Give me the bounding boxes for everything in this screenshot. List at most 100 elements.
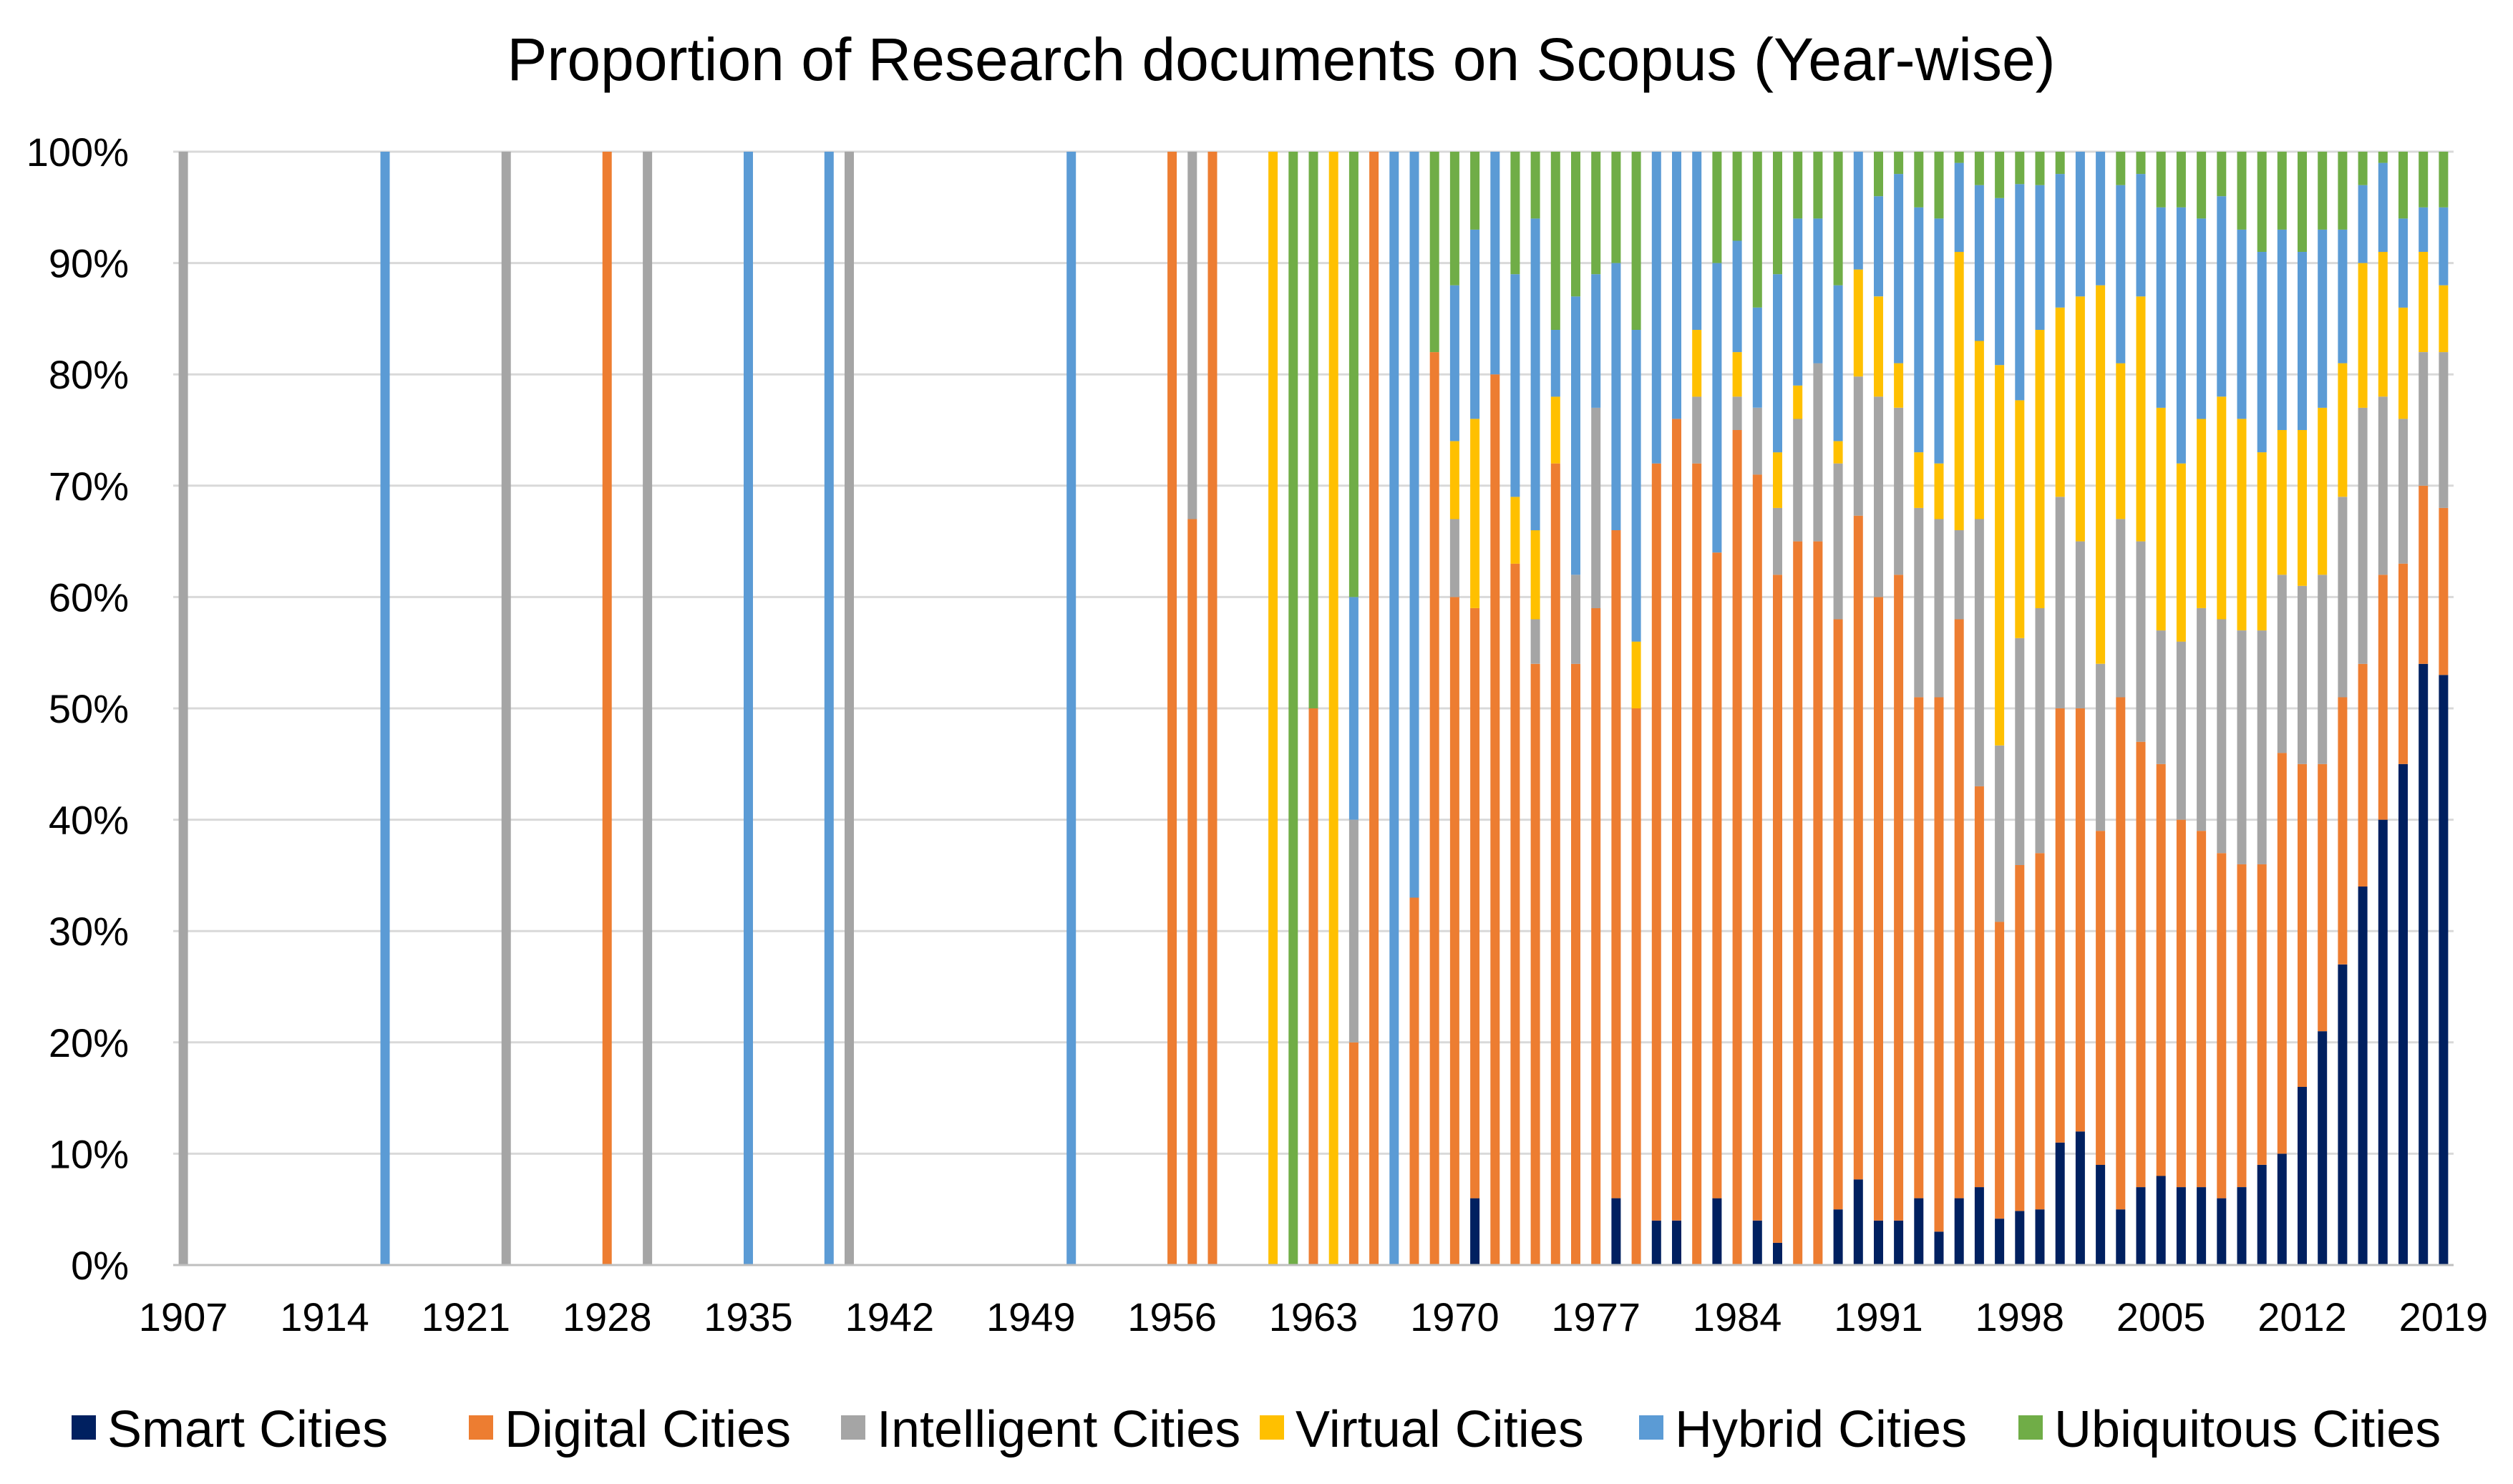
bar-segment-intelligent-cities <box>2358 407 2368 664</box>
x-tick-label: 1977 <box>1551 1294 1641 1339</box>
bar-segment-smart-cities <box>2055 1142 2065 1265</box>
bar-segment-smart-cities <box>2318 1031 2328 1265</box>
bar-segment-hybrid-cities <box>2419 207 2429 252</box>
bar-segment-virtual-cities <box>2075 296 2085 542</box>
bar-segment-virtual-cities <box>2176 463 2186 642</box>
bar-segment-intelligent-cities <box>2338 497 2348 698</box>
bar-segment-virtual-cities <box>1853 269 1863 377</box>
bar-segment-intelligent-cities <box>845 152 854 1265</box>
bar-segment-ubiquitous-cities <box>2298 152 2307 252</box>
x-tick-label: 2012 <box>2257 1294 2347 1339</box>
bar-segment-smart-cities <box>2378 819 2388 1265</box>
legend-label: Hybrid Cities <box>1675 1401 1967 1458</box>
bar-segment-hybrid-cities <box>2338 229 2348 363</box>
bar-segment-smart-cities <box>2116 1209 2126 1265</box>
bar-segment-hybrid-cities <box>744 152 753 1265</box>
y-tick-label: 0% <box>71 1243 129 1288</box>
bar-segment-intelligent-cities <box>2257 630 2267 864</box>
bar-segment-intelligent-cities <box>1348 819 1358 1043</box>
bar-segment-virtual-cities <box>1732 352 1742 397</box>
bar-segment-smart-cities <box>2237 1187 2247 1265</box>
bar-segment-ubiquitous-cities <box>1813 152 1823 219</box>
bar-segment-digital-cities <box>2156 763 2166 1176</box>
bar-segment-virtual-cities <box>2096 285 2106 664</box>
bar-segment-smart-cities <box>2358 887 2368 1265</box>
bar-segment-digital-cities <box>2075 708 2085 1132</box>
bar-segment-smart-cities <box>1914 1198 1924 1265</box>
y-tick-label: 70% <box>49 464 129 509</box>
bar-segment-digital-cities <box>2096 831 2106 1165</box>
bar-segment-hybrid-cities <box>2358 185 2368 263</box>
bar-segment-ubiquitous-cities <box>1510 152 1520 275</box>
bar-segment-intelligent-cities <box>1530 619 1540 664</box>
y-tick-label: 40% <box>49 798 129 843</box>
bar-segment-ubiquitous-cities <box>1995 152 2005 198</box>
bar-segment-hybrid-cities <box>1773 274 1782 453</box>
bar-segment-ubiquitous-cities <box>1288 152 1298 1265</box>
bar-segment-hybrid-cities <box>1530 218 1540 531</box>
x-tick-label: 1914 <box>280 1294 369 1339</box>
bar-segment-digital-cities <box>2136 741 2146 1188</box>
bar-segment-digital-cities <box>1308 708 1318 1265</box>
bar-segment-hybrid-cities <box>1874 196 1883 297</box>
bar-segment-hybrid-cities <box>1995 197 2005 366</box>
bar-segment-intelligent-cities <box>2419 352 2429 486</box>
bar-segment-virtual-cities <box>2378 252 2388 397</box>
bar-segment-hybrid-cities <box>1732 240 1742 353</box>
bar-segment-digital-cities <box>2358 663 2368 887</box>
bar-segment-ubiquitous-cities <box>2338 152 2348 230</box>
bar-segment-digital-cities <box>1449 597 1459 1265</box>
bar-segment-smart-cities <box>1712 1198 1722 1265</box>
bar-segment-hybrid-cities <box>2398 218 2408 308</box>
x-tick-label: 1921 <box>422 1294 511 1339</box>
bar-segment-hybrid-cities <box>1510 274 1520 497</box>
bar-segment-hybrid-cities <box>2277 229 2287 430</box>
bar-segment-digital-cities <box>2398 563 2408 764</box>
bar-segment-intelligent-cities <box>1995 745 2005 922</box>
bar-segment-virtual-cities <box>1995 365 2005 746</box>
bar-segment-intelligent-cities <box>1914 507 1924 698</box>
bar-segment-digital-cities <box>2298 763 2307 1087</box>
bar-segment-hybrid-cities <box>1490 152 1500 375</box>
bar-segment-virtual-cities <box>2197 419 2207 608</box>
bar-segment-intelligent-cities <box>1692 396 1702 464</box>
bar-segment-hybrid-cities <box>2257 252 2267 453</box>
bar-segment-digital-cities <box>1894 575 1904 1221</box>
x-tick-label: 1935 <box>704 1294 793 1339</box>
bar-segment-smart-cities <box>1853 1179 1863 1265</box>
bar-segment-virtual-cities <box>1692 330 1702 397</box>
legend-swatch <box>72 1415 96 1440</box>
bar-segment-virtual-cities <box>2217 396 2227 620</box>
bar-segment-ubiquitous-cities <box>1591 152 1601 275</box>
bar-segment-ubiquitous-cities <box>1571 152 1580 297</box>
bar-segment-virtual-cities <box>2136 296 2146 542</box>
bar-segment-hybrid-cities <box>824 152 834 1265</box>
bar-segment-digital-cities <box>1672 419 1681 1221</box>
bar-segment-digital-cities <box>1490 374 1500 1266</box>
bar-segment-ubiquitous-cities <box>1833 152 1843 285</box>
bar-segment-hybrid-cities <box>1974 185 1984 341</box>
bar-segment-intelligent-cities <box>1874 396 1883 597</box>
bar-segment-smart-cities <box>1752 1220 1762 1265</box>
bar-segment-intelligent-cities <box>1833 463 1843 620</box>
bar-segment-smart-cities <box>2257 1165 2267 1265</box>
bar-segment-intelligent-cities <box>2298 585 2307 764</box>
bar-segment-ubiquitous-cities <box>1611 152 1621 263</box>
bar-segment-ubiquitous-cities <box>1429 152 1439 353</box>
bar-segment-virtual-cities <box>1974 341 1984 519</box>
bar-segment-digital-cities <box>1874 597 1883 1221</box>
legend-swatch <box>841 1415 865 1440</box>
bar-segment-hybrid-cities <box>2136 174 2146 297</box>
x-tick-label: 1956 <box>1127 1294 1217 1339</box>
bar-segment-hybrid-cities <box>1853 152 1863 270</box>
bar-segment-digital-cities <box>1954 619 1964 1199</box>
bar-segment-smart-cities <box>1874 1220 1883 1265</box>
bar-segment-virtual-cities <box>2298 430 2307 586</box>
bar-segment-hybrid-cities <box>2176 207 2186 464</box>
bar-segment-digital-cities <box>1934 697 1944 1232</box>
bar-segment-digital-cities <box>1510 563 1520 1265</box>
bar-segment-hybrid-cities <box>2298 252 2307 430</box>
bar-segment-hybrid-cities <box>1611 263 1621 530</box>
bar-segment-hybrid-cities <box>1712 263 1722 553</box>
bar-segment-hybrid-cities <box>1692 152 1702 330</box>
